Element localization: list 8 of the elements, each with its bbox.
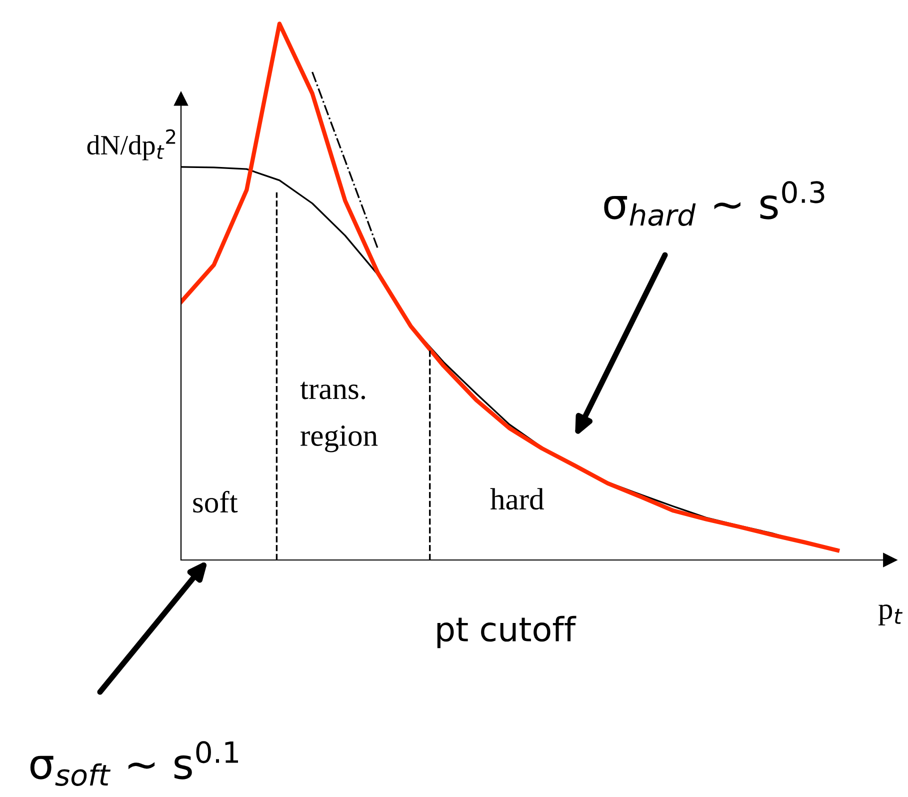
text: pt cutoff — [437, 616, 576, 648]
text: σ$_{soft}$ ~ s$^{0.1}$ — [30, 741, 238, 786]
annotation: trans. region — [300, 382, 378, 452]
x-axis-title: p$_{t}$ — [878, 604, 903, 626]
annotation: soft — [193, 490, 238, 513]
annotation: σ$_{hard}$ ~ s$^{0.3}$ — [604, 181, 824, 226]
y-axis-title: dN/dp$_{t}$$^{2}$ — [87, 129, 176, 160]
annotation: hard — [490, 488, 544, 510]
